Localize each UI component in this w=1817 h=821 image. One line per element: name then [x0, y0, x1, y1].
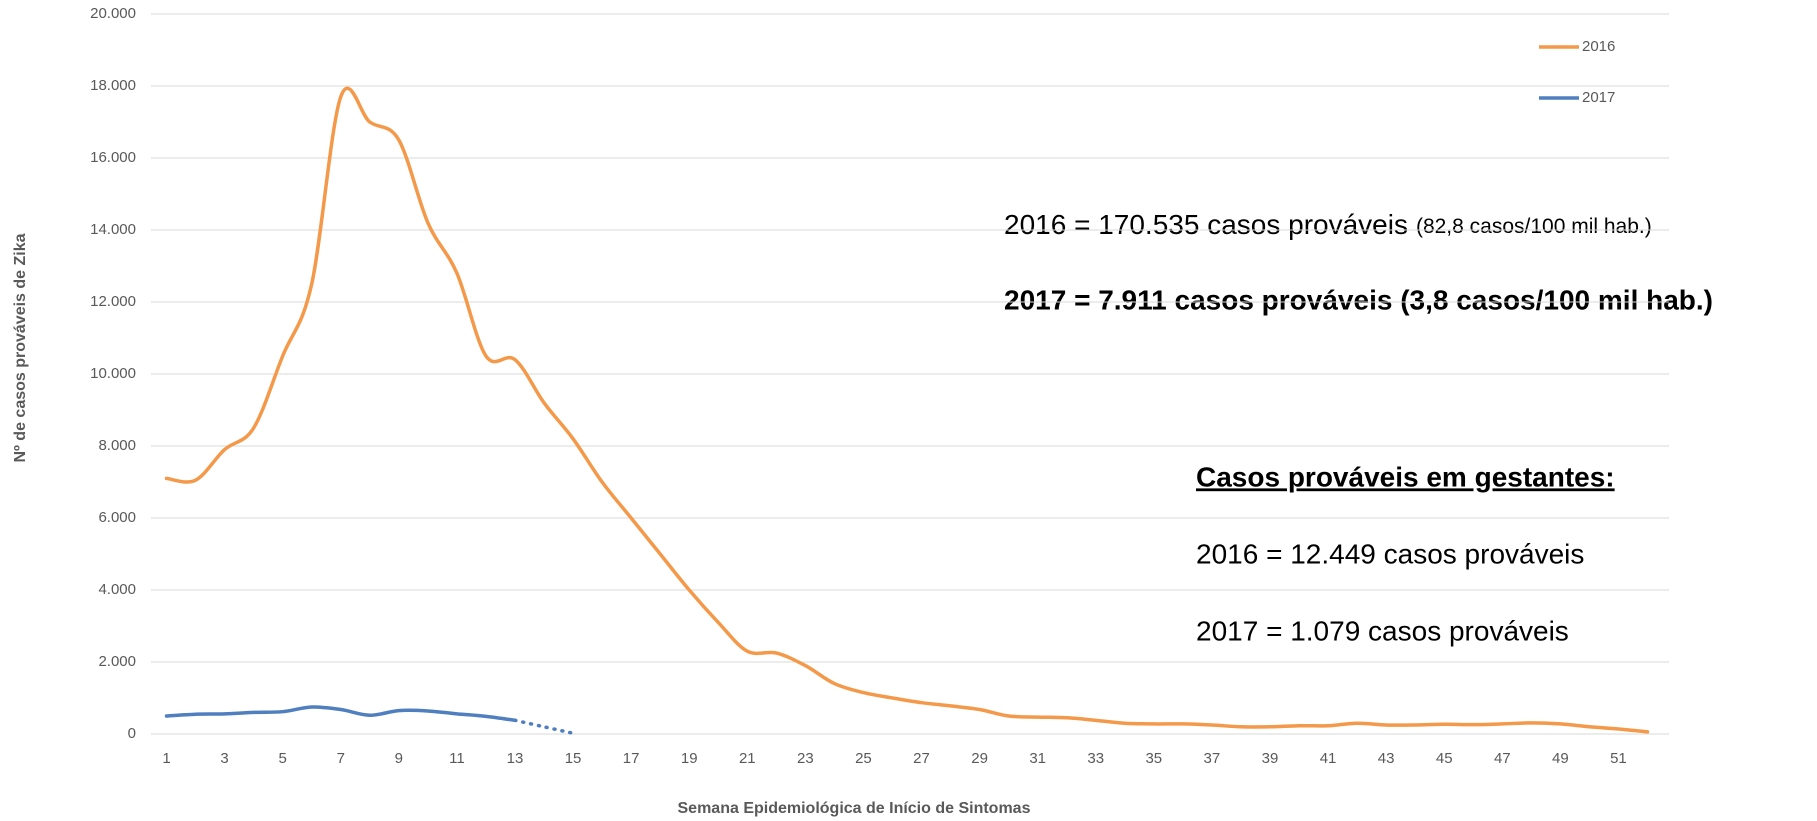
x-tick-label: 45: [1436, 750, 1453, 767]
line-series: [164, 86, 1650, 734]
x-tick-label: 37: [1204, 750, 1221, 767]
y-tick-label: 16.000: [90, 149, 136, 166]
x-tick-label: 11: [449, 750, 465, 767]
y-tick-label: 6.000: [98, 509, 136, 526]
annotation: 2017 = 1.079 casos prováveis: [1196, 615, 1569, 646]
annotation: 2016 = 170.535 casos prováveis (82,8 caso…: [1004, 209, 1652, 240]
line-series: [513, 718, 575, 736]
x-tick-label: 41: [1320, 750, 1337, 767]
y-tick-label: 8.000: [98, 437, 136, 454]
x-tick-label: 39: [1262, 750, 1279, 767]
y-tick-label: 4.000: [98, 581, 136, 598]
x-tick-label: 19: [681, 750, 698, 767]
x-tick-label: 15: [565, 750, 582, 767]
annotation-heading: Casos prováveis em gestantes:: [1196, 461, 1615, 492]
x-tick-label: 3: [220, 750, 228, 767]
annotation-note: (82,8 casos/100 mil hab.): [1416, 215, 1652, 238]
x-tick-label: 27: [913, 750, 930, 767]
annotation-main: 2016 = 170.535 casos prováveis: [1004, 209, 1408, 240]
x-tick-label: 1: [162, 750, 170, 767]
x-tick-label: 33: [1087, 750, 1104, 767]
y-tick-label: 18.000: [90, 77, 136, 94]
x-tick-label: 21: [739, 750, 756, 767]
line-series: [164, 705, 517, 723]
x-tick-label: 5: [279, 750, 287, 767]
y-tick-label: 2.000: [98, 653, 136, 670]
x-tick-label: 13: [507, 750, 524, 767]
y-tick-label: 20.000: [90, 5, 136, 22]
x-tick-label: 47: [1494, 750, 1511, 767]
annotation: 2017 = 7.911 casos prováveis (3,8 casos/…: [1004, 284, 1713, 315]
x-tick-label: 23: [797, 750, 814, 767]
y-axis-title: Nº de casos prováveis de Zika: [12, 233, 29, 462]
legend-label: 2017: [1582, 89, 1615, 106]
x-tick-label: 51: [1610, 750, 1627, 767]
x-tick-label: 9: [395, 750, 403, 767]
x-tick-label: 17: [623, 750, 640, 767]
x-tick-label: 7: [337, 750, 345, 767]
y-tick-label: 14.000: [90, 221, 136, 238]
x-axis-title: Semana Epidemiológica de Início de Sinto…: [678, 800, 1031, 817]
x-tick-label: 49: [1552, 750, 1569, 767]
x-tick-label: 35: [1145, 750, 1162, 767]
x-tick-label: 29: [971, 750, 988, 767]
legend-label: 2016: [1582, 38, 1615, 55]
annotation: 2016 = 12.449 casos prováveis: [1196, 538, 1584, 569]
x-tick-label: 43: [1378, 750, 1395, 767]
y-tick-label: 12.000: [90, 293, 136, 310]
x-tick-label: 25: [855, 750, 872, 767]
y-tick-label: 10.000: [90, 365, 136, 382]
x-tick-label: 31: [1029, 750, 1046, 767]
y-tick-label: 0: [128, 725, 136, 742]
